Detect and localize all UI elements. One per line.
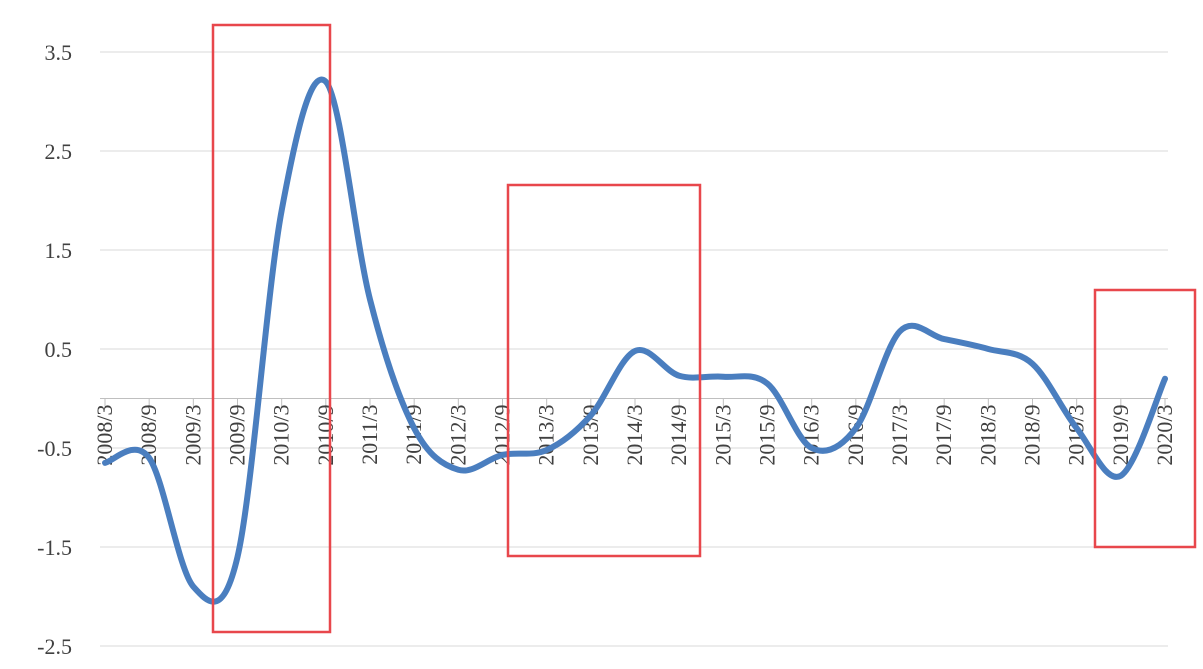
- y-tick-label: 1.5: [45, 238, 73, 263]
- x-tick-label: 2010/9: [313, 405, 338, 466]
- x-tick-label: 2011/3: [357, 405, 382, 465]
- annotation-box: [506, 183, 702, 558]
- x-tick-label: 2009/3: [180, 405, 205, 466]
- data-line: [102, 76, 1168, 605]
- y-tick-label: 2.5: [45, 139, 73, 164]
- x-tick-label: 2017/9: [931, 405, 956, 466]
- x-tick-label: 2012/3: [445, 405, 470, 466]
- x-tick-label: 2020/3: [1152, 405, 1177, 466]
- x-tick-label: 2019/9: [1108, 405, 1133, 466]
- annotation-box: [211, 23, 332, 634]
- x-tick-label: 2017/3: [887, 405, 912, 466]
- y-tick-label: -1.5: [37, 535, 72, 560]
- x-tick-label: 2014/9: [666, 405, 691, 466]
- x-tick-label: 2013/3: [534, 405, 559, 466]
- y-tick-label: -0.5: [37, 436, 72, 461]
- x-tick-label: 2015/9: [755, 405, 780, 466]
- x-tick-label: 2010/3: [269, 405, 294, 466]
- x-tick-label: 2018/3: [975, 405, 1000, 466]
- x-tick-label: 2009/9: [225, 405, 250, 466]
- x-tick-label: 2015/3: [710, 405, 735, 466]
- y-tick-label: -2.5: [37, 634, 72, 659]
- y-tick-label: 0.5: [45, 337, 73, 362]
- annotation-box: [1093, 288, 1197, 549]
- y-tick-label: 3.5: [45, 40, 73, 65]
- x-tick-label: 2014/3: [622, 405, 647, 466]
- x-tick-label: 2018/9: [1020, 405, 1045, 466]
